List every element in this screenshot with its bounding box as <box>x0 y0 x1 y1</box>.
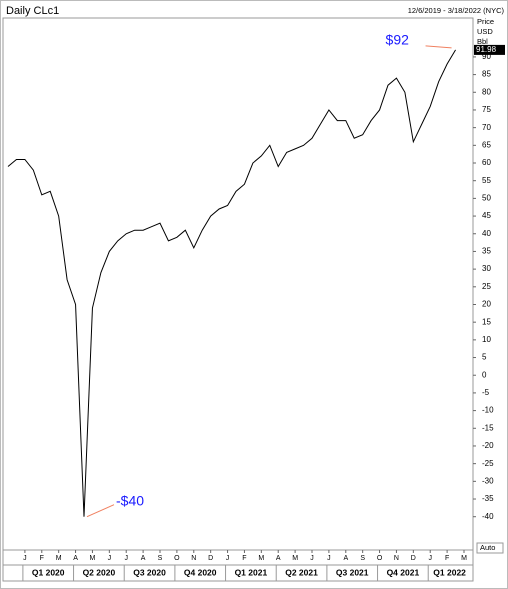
y-tick-label: 85 <box>482 70 491 79</box>
y-tick-label: 65 <box>482 140 491 149</box>
quarter-label: Q3 2021 <box>336 567 369 577</box>
x-tick-label: N <box>191 555 196 562</box>
x-tick-label: A <box>343 555 348 562</box>
y-tick-label: -15 <box>482 423 494 432</box>
x-tick-label: J <box>428 555 432 562</box>
scale-mode: Auto <box>480 543 495 552</box>
x-tick-label: A <box>73 555 78 562</box>
scale-mode-box <box>476 542 504 554</box>
x-tick-label: M <box>56 555 62 562</box>
quarter-label: Q4 2020 <box>184 567 217 577</box>
y-tick-label: 50 <box>482 193 491 202</box>
date-range: 12/6/2019 - 3/18/2022 (NYC) <box>408 6 505 15</box>
y-tick-label: -10 <box>482 406 494 415</box>
x-tick-label: J <box>226 555 230 562</box>
annotation-leader <box>86 504 115 518</box>
y-tick-label: -5 <box>482 388 490 397</box>
y-tick-label: 10 <box>482 335 491 344</box>
y-tick-label: 80 <box>482 87 491 96</box>
y-tick-label: -25 <box>482 459 494 468</box>
y-tick-label: 20 <box>482 300 491 309</box>
y-tick-label: 40 <box>482 229 491 238</box>
x-tick-label: O <box>377 555 383 562</box>
annotation: -$40 <box>116 492 144 508</box>
x-tick-label: D <box>411 555 416 562</box>
quarter-label: Q4 2021 <box>387 567 420 577</box>
y-tick-label: -40 <box>482 512 494 521</box>
x-tick-label: O <box>174 555 180 562</box>
y-tick-label: 75 <box>482 105 491 114</box>
x-tick-label: M <box>90 555 96 562</box>
x-tick-label: A <box>276 555 281 562</box>
y-tick-label: 70 <box>482 123 491 132</box>
x-tick-label: M <box>258 555 264 562</box>
y-tick-label: 55 <box>482 176 491 185</box>
y-tick-label: 60 <box>482 158 491 167</box>
quarter-label: Q1 2022 <box>433 567 466 577</box>
y-tick-label: 90 <box>482 52 491 61</box>
y-tick-label: 30 <box>482 264 491 273</box>
last-price-label: 91.98 <box>476 45 497 54</box>
y-axis-header: USD <box>477 27 493 36</box>
y-tick-label: 5 <box>482 353 487 362</box>
last-price-box <box>474 44 505 55</box>
x-tick-label: N <box>394 555 399 562</box>
y-tick-label: -20 <box>482 441 494 450</box>
x-tick-label: J <box>327 555 331 562</box>
x-tick-label: F <box>445 555 449 562</box>
chart-title: Daily CLc1 <box>6 5 59 17</box>
y-tick-label: -35 <box>482 494 494 503</box>
quarter-label: Q1 2020 <box>32 567 65 577</box>
x-tick-label: S <box>360 555 365 562</box>
x-tick-label: J <box>310 555 314 562</box>
quarter-label: Q2 2021 <box>285 567 318 577</box>
x-tick-label: J <box>108 555 112 562</box>
x-tick-label: D <box>208 555 213 562</box>
y-tick-label: 15 <box>482 317 491 326</box>
y-tick-label: 0 <box>482 370 487 379</box>
y-tick-label: 25 <box>482 282 491 291</box>
quarter-label: Q2 2020 <box>83 567 116 577</box>
x-tick-label: M <box>292 555 298 562</box>
y-tick-label: -30 <box>482 476 494 485</box>
x-tick-label: J <box>23 555 27 562</box>
price-line <box>7 49 456 517</box>
x-tick-label: A <box>141 555 146 562</box>
x-tick-label: S <box>158 555 163 562</box>
y-tick-label: 35 <box>482 247 491 256</box>
x-tick-label: F <box>40 555 44 562</box>
y-axis-header: Price <box>477 17 494 26</box>
annotation-leader <box>425 45 452 49</box>
quarter-label: Q3 2020 <box>133 567 166 577</box>
x-tick-label: J <box>124 555 128 562</box>
annotation: $92 <box>386 32 410 48</box>
quarter-label: Q1 2021 <box>235 567 268 577</box>
y-axis-header: Bbl <box>477 37 488 46</box>
y-tick-label: 45 <box>482 211 491 220</box>
x-tick-label: M <box>461 555 467 562</box>
x-tick-label: F <box>242 555 246 562</box>
